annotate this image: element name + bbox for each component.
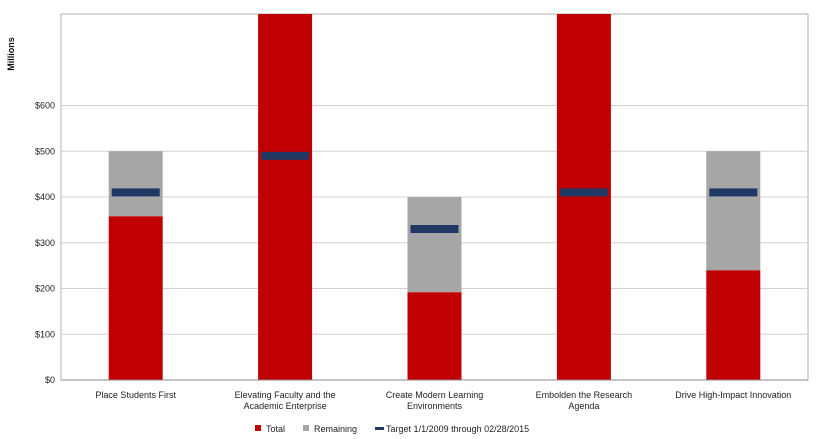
x-tick-label: Create Modern Learning Environments: [386, 390, 484, 411]
bars: [108, 14, 761, 380]
y-tick-label: $300: [35, 238, 55, 248]
bar-remaining: [108, 151, 163, 217]
bar-total: [407, 292, 462, 380]
bar-remaining: [706, 151, 761, 271]
legend-swatch: [303, 425, 310, 431]
legend-swatch: [255, 425, 261, 431]
legend-swatch: [375, 427, 385, 430]
y-tick-label: $200: [35, 284, 55, 294]
bar-remaining: [407, 197, 462, 293]
y-tick-labels: $0 $100 $200 $300 $400 $500 $600: [35, 101, 55, 386]
x-tick-label: Place Students First: [95, 390, 176, 400]
x-tick-label: Elevating Faculty and the Academic Enterp…: [235, 390, 336, 411]
x-tick-labels: Place Students First Elevating Faculty an…: [95, 390, 791, 411]
x-tick-label: Drive High-Impact Innovation: [675, 390, 791, 400]
bar-total: [706, 270, 761, 380]
target-marker: [111, 188, 160, 197]
y-axis-label: Millions: [6, 37, 16, 71]
legend-item: Total: [255, 424, 285, 434]
legend-item: Target 1/1/2009 through 02/28/2015: [375, 424, 529, 434]
legend-label: Remaining: [314, 424, 357, 434]
target-marker: [709, 188, 758, 197]
x-tick-label: Embolden the Research Agenda: [536, 390, 633, 411]
bar-total: [556, 14, 611, 380]
y-tick-label: $0: [45, 375, 55, 385]
legend-item: Remaining: [303, 424, 357, 434]
y-tick-label: $400: [35, 192, 55, 202]
y-tick-label: $100: [35, 329, 55, 339]
bar-total: [258, 14, 313, 380]
bar-total: [108, 216, 163, 380]
target-markers: [111, 151, 758, 234]
legend-label: Target 1/1/2009 through 02/28/2015: [386, 424, 529, 434]
target-marker: [261, 151, 310, 160]
target-marker: [410, 225, 459, 234]
y-tick-label: $600: [35, 101, 55, 111]
y-tick-label: $500: [35, 146, 55, 156]
target-marker: [559, 188, 608, 197]
legend-label: Total: [266, 424, 285, 434]
legend: Total Remaining Target 1/1/2009 through 02…: [255, 424, 529, 434]
